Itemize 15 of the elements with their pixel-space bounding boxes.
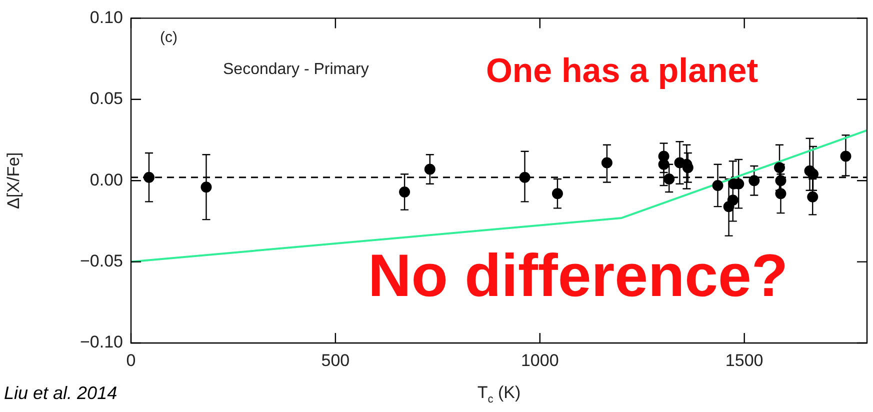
- annotation: Secondary - Primary: [223, 61, 369, 78]
- annotation: One has a planet: [486, 52, 758, 90]
- annotation: No difference?: [368, 242, 788, 309]
- y-tick-label: −0.05: [80, 251, 123, 270]
- x-tick-label: 0: [126, 350, 136, 370]
- annotation: (c): [160, 29, 178, 46]
- y-axis-title: Δ[X/Fe]: [4, 152, 23, 209]
- y-tick-label: 0.00: [90, 170, 123, 190]
- y-tick-label: 0.05: [90, 89, 123, 108]
- text: Liu et al. 2014: [4, 383, 118, 403]
- x-tick-label: 1000: [520, 350, 559, 370]
- x-tick-label: 500: [321, 350, 350, 370]
- y-tick-label: −0.10: [80, 332, 123, 352]
- x-tick-label: 1500: [725, 350, 764, 370]
- y-tick-label: 0.10: [90, 8, 123, 27]
